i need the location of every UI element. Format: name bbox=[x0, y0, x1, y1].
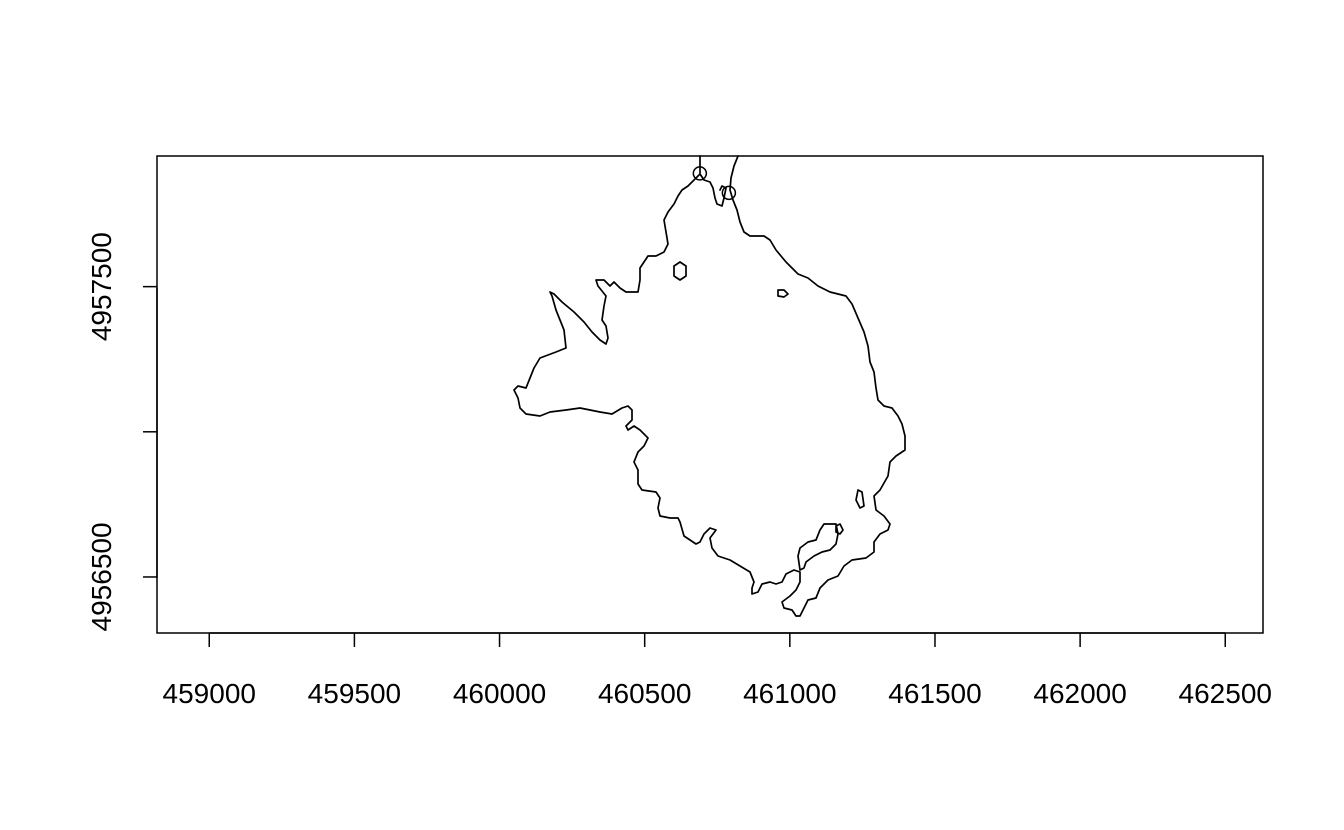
island-main-outline bbox=[513, 155, 906, 617]
x-tick-label: 459500 bbox=[308, 678, 401, 709]
y-tick-label: 4956500 bbox=[86, 522, 117, 631]
islet-southeast bbox=[855, 489, 865, 509]
x-tick-label: 461500 bbox=[888, 678, 981, 709]
plot-frame bbox=[156, 155, 1264, 634]
x-tick-label: 460000 bbox=[453, 678, 546, 709]
islet-east bbox=[777, 289, 789, 298]
islet-north bbox=[673, 261, 687, 281]
x-tick-label: 461000 bbox=[743, 678, 836, 709]
point-marker bbox=[692, 166, 708, 181]
island-outlines bbox=[513, 155, 906, 617]
y-axis: 4956500 4957500 bbox=[86, 232, 158, 631]
x-axis: 459000 459500 460000 460500 461000 461500 4620… bbox=[163, 632, 1272, 709]
y-tick-label: 4957500 bbox=[86, 232, 117, 341]
x-tick-label: 460500 bbox=[598, 678, 691, 709]
islet-small bbox=[835, 523, 844, 535]
x-tick-label: 462500 bbox=[1179, 678, 1272, 709]
point-marker bbox=[721, 185, 737, 201]
x-tick-label: 462000 bbox=[1033, 678, 1126, 709]
inlet-outline bbox=[797, 523, 839, 571]
x-tick-label: 459000 bbox=[163, 678, 256, 709]
point-markers bbox=[692, 166, 737, 201]
